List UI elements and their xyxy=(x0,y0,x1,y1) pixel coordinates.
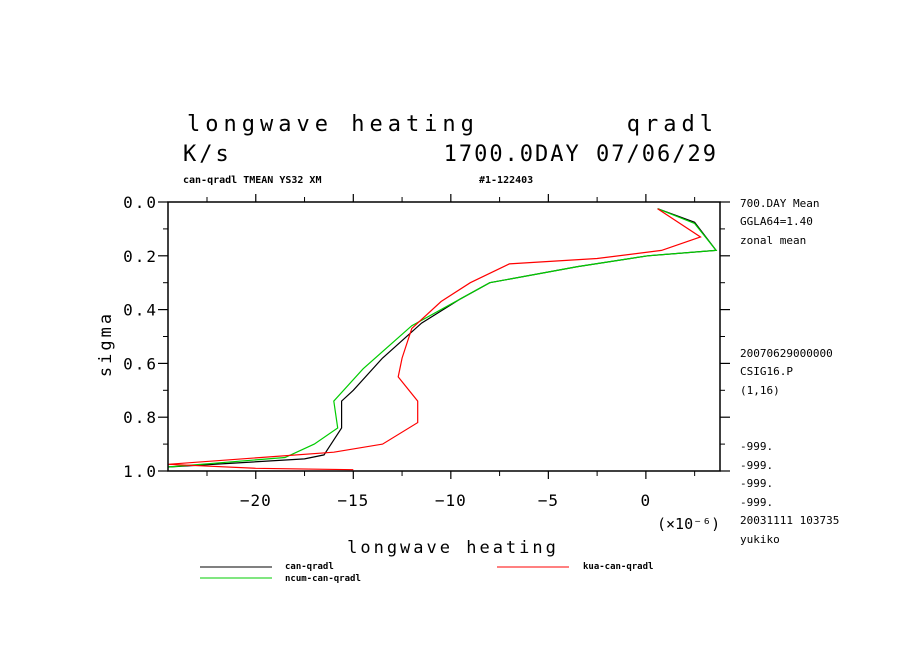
x-tick-label: −10 xyxy=(435,491,467,510)
y-tick-label: 0.6 xyxy=(123,354,158,373)
subtitle-right: #1-122403 xyxy=(479,175,533,186)
variable-name: qradl xyxy=(627,112,718,137)
side-info-line: 20031111 103735 xyxy=(740,514,839,527)
x-tick-label: −5 xyxy=(538,491,559,510)
x-tick-label: −15 xyxy=(337,491,369,510)
side-info-line: -999. xyxy=(740,496,773,509)
side-info-line: 20070629000000 xyxy=(740,347,833,360)
side-info-line: -999. xyxy=(740,477,773,490)
y-tick-label: 1.0 xyxy=(123,462,158,481)
legend: can-qradl ncum-can-qradl kua-can-qradl xyxy=(200,562,653,584)
series-line-ncum-can-qradl xyxy=(168,208,718,468)
side-info: 700.DAY Mean GGLA64=1.40 zonal mean 2007… xyxy=(740,197,839,546)
y-tick-label: 0.4 xyxy=(123,301,158,320)
y-tick-label: 0.2 xyxy=(123,247,158,266)
y-tick-label: 0.8 xyxy=(123,408,158,427)
subtitle-left: can-qradl TMEAN YS32 XM xyxy=(183,175,321,186)
y-tick-label: 0.0 xyxy=(123,193,158,212)
legend-label-can-qradl: can-qradl xyxy=(285,562,334,572)
date-stamp: 1700.0DAY 07/06/29 xyxy=(444,142,718,167)
x-scale-label: (×10⁻⁶) xyxy=(657,515,720,533)
x-tick-label: −20 xyxy=(240,491,272,510)
tick-layer: −20 −15 −10 −5 0 0.0 0.2 0.4 0.6 0.8 1.0 xyxy=(123,193,730,510)
series-layer xyxy=(168,208,718,471)
x-tick-label: 0 xyxy=(641,491,652,510)
units-label: K/s xyxy=(183,142,232,167)
side-info-line: (1,16) xyxy=(740,384,780,397)
legend-label-ncum-can-qradl: ncum-can-qradl xyxy=(285,574,361,584)
series-line-kua-can-qradl xyxy=(168,208,702,471)
side-info-line: GGLA64=1.40 xyxy=(740,215,813,228)
side-info-line: -999. xyxy=(740,459,773,472)
side-info-line: 700.DAY Mean xyxy=(740,197,819,210)
chart-title: longwave heating xyxy=(187,112,479,137)
side-info-line: yukiko xyxy=(740,533,780,546)
side-info-line: CSIG16.P xyxy=(740,365,793,378)
side-info-line: zonal mean xyxy=(740,234,806,247)
side-info-line: -999. xyxy=(740,440,773,453)
x-axis-title: longwave heating xyxy=(347,538,559,558)
legend-label-kua-can-qradl: kua-can-qradl xyxy=(583,562,653,572)
y-axis-title: sigma xyxy=(96,311,116,377)
